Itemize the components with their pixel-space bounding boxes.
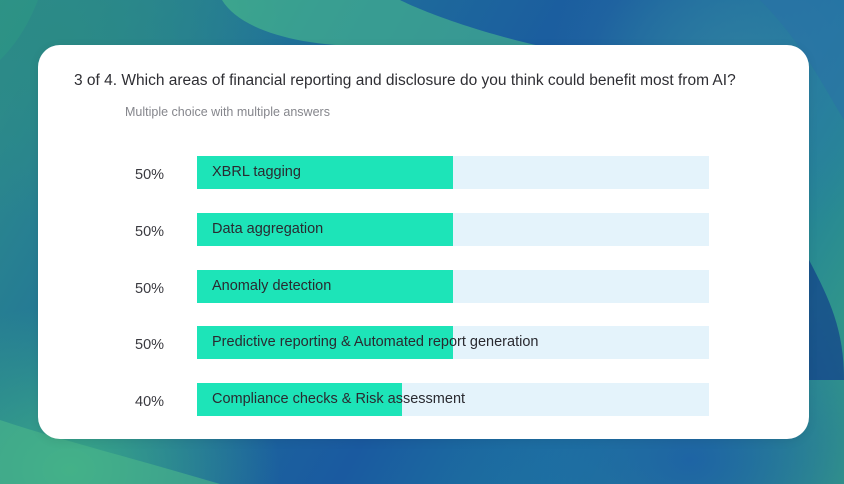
option-row-compliance-checks: 40% Compliance checks & Risk assessment <box>38 383 809 417</box>
option-label: Anomaly detection <box>212 278 332 294</box>
result-bar-fill <box>197 213 453 246</box>
result-bar-track: XBRL tagging <box>197 156 709 189</box>
result-bar-fill <box>197 156 453 189</box>
poll-results-card: 3 of 4. Which areas of financial reporti… <box>38 45 809 439</box>
option-label: XBRL tagging <box>212 164 301 180</box>
result-bar-fill <box>197 270 453 303</box>
option-row-anomaly-detection: 50% Anomaly detection <box>38 270 809 304</box>
question-title: 3 of 4. Which areas of financial reporti… <box>74 72 736 89</box>
option-percent: 40% <box>135 394 165 410</box>
result-bar-track: Anomaly detection <box>197 270 709 303</box>
option-label: Predictive reporting & Automated report … <box>212 334 539 350</box>
result-bar-fill <box>197 383 402 416</box>
option-percent: 50% <box>135 167 165 183</box>
option-percent: 50% <box>135 337 165 353</box>
result-bar-track: Data aggregation <box>197 213 709 246</box>
result-bar-fill <box>197 326 453 359</box>
option-row-predictive-reporting: 50% Predictive reporting & Automated rep… <box>38 326 809 360</box>
option-row-data-aggregation: 50% Data aggregation <box>38 213 809 247</box>
option-percent: 50% <box>135 224 165 240</box>
option-percent: 50% <box>135 281 165 297</box>
option-label: Compliance checks & Risk assessment <box>212 391 466 407</box>
option-label: Data aggregation <box>212 221 324 237</box>
result-bar-track: Predictive reporting & Automated report … <box>197 326 709 359</box>
result-bar-track: Compliance checks & Risk assessment <box>197 383 709 416</box>
option-row-xbrl-tagging: 50% XBRL tagging <box>38 156 809 190</box>
question-subtitle: Multiple choice with multiple answers <box>125 105 330 119</box>
